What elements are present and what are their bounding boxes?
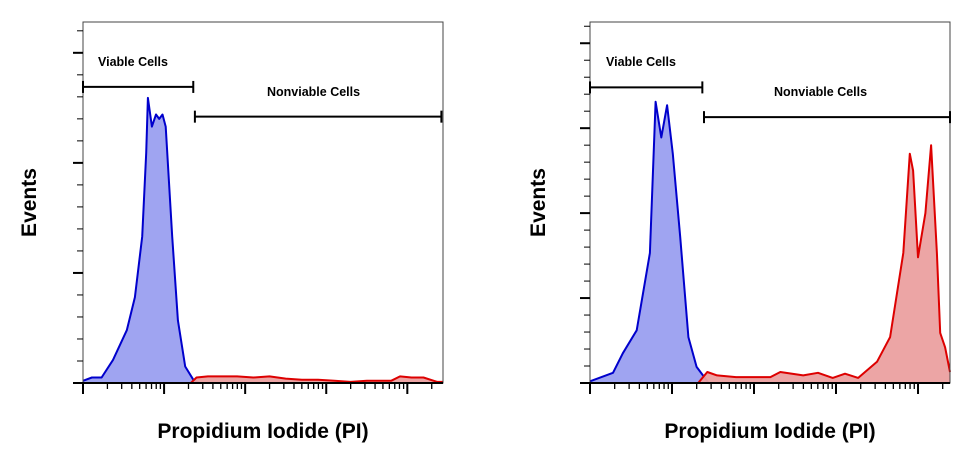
histogram-line-red — [190, 375, 443, 384]
gate-label: Nonviable Cells — [774, 85, 867, 99]
histogram-fill-red — [698, 145, 950, 383]
histogram-line-red — [697, 144, 951, 384]
x-axis-label: Propidium Iodide (PI) — [664, 420, 875, 443]
histogram-line-blue — [82, 96, 201, 384]
y-axis-label: Events — [527, 168, 550, 237]
y-axis-label: Events — [18, 168, 41, 237]
histogram-panel-2: Viable Cells Nonviable Cells Events Propidi… — [527, 21, 951, 443]
gate-label: Nonviable Cells — [267, 85, 360, 99]
histogram-line-blue — [589, 100, 709, 383]
gate-label: Viable Cells — [98, 55, 168, 69]
histogram-panel-1: Viable Cells Nonviable Cells Events Propidi… — [18, 21, 444, 443]
histogram-fill-blue — [83, 97, 200, 384]
gate-label: Viable Cells — [606, 55, 676, 69]
x-axis-label: Propidium Iodide (PI) — [157, 420, 368, 443]
histogram-fill-blue — [590, 101, 709, 384]
